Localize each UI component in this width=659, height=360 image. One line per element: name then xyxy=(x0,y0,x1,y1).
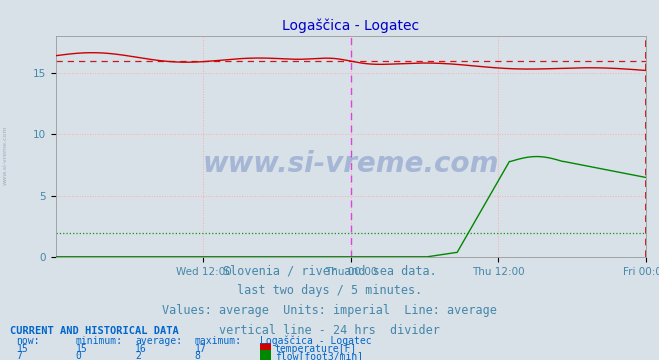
Text: 15: 15 xyxy=(76,344,88,354)
Text: flow[foot3/min]: flow[foot3/min] xyxy=(275,351,363,360)
Text: 15: 15 xyxy=(16,344,28,354)
Text: 2: 2 xyxy=(135,351,141,360)
Text: 17: 17 xyxy=(194,344,206,354)
Text: temperature[F]: temperature[F] xyxy=(275,344,357,354)
Text: Values: average  Units: imperial  Line: average: Values: average Units: imperial Line: av… xyxy=(162,304,497,317)
Text: vertical line - 24 hrs  divider: vertical line - 24 hrs divider xyxy=(219,324,440,337)
Text: 16: 16 xyxy=(135,344,147,354)
Text: minimum:: minimum: xyxy=(76,336,123,346)
Text: 8: 8 xyxy=(194,351,200,360)
Text: last two days / 5 minutes.: last two days / 5 minutes. xyxy=(237,284,422,297)
Text: 0: 0 xyxy=(76,351,82,360)
Text: Slovenia / river and sea data.: Slovenia / river and sea data. xyxy=(223,265,436,278)
Title: Logaščica - Logatec: Logaščica - Logatec xyxy=(282,19,420,33)
Text: CURRENT AND HISTORICAL DATA: CURRENT AND HISTORICAL DATA xyxy=(10,326,179,336)
Text: average:: average: xyxy=(135,336,182,346)
Text: 7: 7 xyxy=(16,351,22,360)
Text: maximum:: maximum: xyxy=(194,336,241,346)
Text: now:: now: xyxy=(16,336,40,346)
Text: www.si-vreme.com: www.si-vreme.com xyxy=(3,125,8,185)
Text: Logaščica - Logatec: Logaščica - Logatec xyxy=(260,336,372,346)
Text: www.si-vreme.com: www.si-vreme.com xyxy=(203,150,499,179)
